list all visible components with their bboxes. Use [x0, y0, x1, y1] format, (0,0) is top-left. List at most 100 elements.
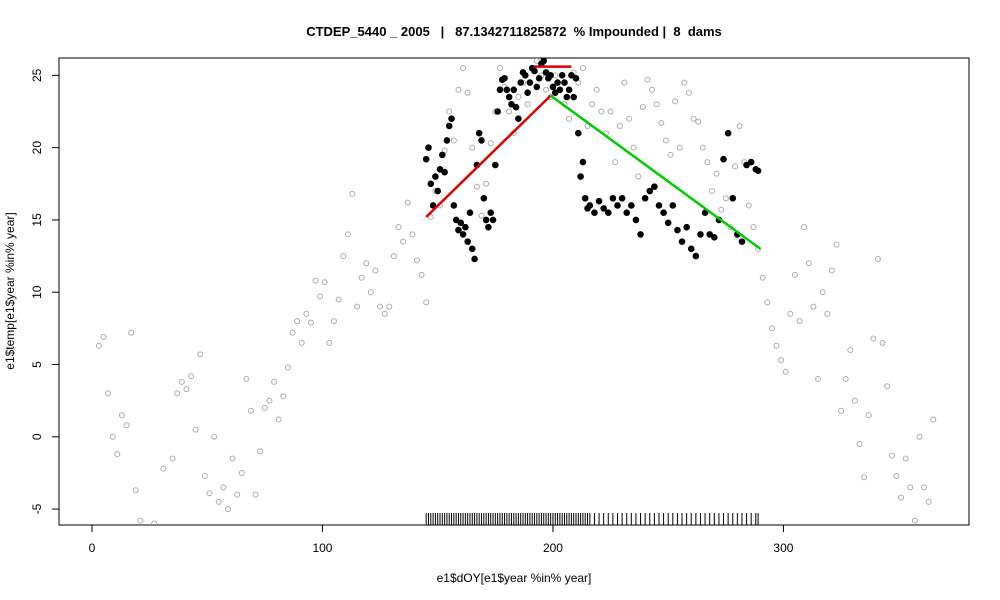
- open-point: [349, 190, 356, 197]
- filled-point: [646, 187, 654, 195]
- filled-point: [565, 86, 573, 94]
- open-point: [423, 299, 430, 306]
- filled-point: [586, 202, 594, 209]
- plot-area: [95, 58, 937, 525]
- open-point: [294, 318, 301, 325]
- open-point: [902, 455, 909, 462]
- filled-point: [448, 115, 455, 123]
- open-point: [372, 267, 379, 274]
- open-point: [211, 433, 218, 440]
- open-point: [773, 342, 780, 349]
- open-point: [911, 517, 918, 524]
- x-tick-label: 100: [312, 541, 332, 555]
- filled-point: [568, 72, 575, 79]
- open-point: [354, 303, 361, 310]
- y-tick-label: 10: [30, 285, 44, 299]
- open-point: [450, 137, 457, 144]
- open-point: [838, 407, 845, 414]
- open-point: [865, 412, 872, 419]
- open-point: [326, 339, 333, 346]
- filled-point: [697, 231, 704, 238]
- open-point: [768, 325, 775, 332]
- filled-point: [425, 144, 432, 151]
- filled-point: [485, 223, 492, 231]
- filled-point: [455, 226, 462, 234]
- open-point: [699, 144, 706, 151]
- open-point: [676, 144, 683, 151]
- open-point: [413, 257, 420, 264]
- filled-point: [505, 93, 513, 101]
- open-point: [284, 364, 291, 371]
- filled-point: [637, 231, 644, 238]
- y-tick-label: 5: [30, 361, 44, 368]
- open-point: [621, 79, 628, 86]
- open-point: [487, 140, 494, 147]
- open-point: [95, 342, 102, 349]
- open-point: [363, 260, 370, 267]
- open-point: [861, 474, 868, 481]
- filled-point: [551, 89, 559, 96]
- open-point: [427, 214, 434, 221]
- open-point: [921, 484, 928, 491]
- filled-point: [432, 173, 439, 180]
- open-point: [888, 452, 895, 459]
- open-point: [395, 224, 402, 231]
- open-point: [151, 520, 158, 525]
- open-point: [358, 274, 365, 281]
- fit-line: [425, 94, 552, 218]
- open-point: [201, 472, 208, 479]
- open-point: [307, 319, 314, 326]
- open-point: [828, 267, 835, 274]
- open-point: [390, 253, 397, 260]
- filled-point: [641, 194, 649, 202]
- open-point: [787, 310, 794, 317]
- open-point: [695, 118, 702, 125]
- filled-point: [489, 216, 497, 224]
- filled-point: [471, 255, 478, 263]
- filled-point: [480, 194, 488, 202]
- open-point: [533, 58, 540, 64]
- open-point: [708, 188, 715, 195]
- filled-point: [687, 245, 695, 253]
- open-point: [289, 329, 296, 336]
- filled-point: [570, 93, 577, 101]
- filled-point: [669, 202, 677, 209]
- open-point: [248, 407, 255, 414]
- open-point: [303, 310, 310, 317]
- filled-point: [441, 168, 448, 176]
- filled-point: [466, 209, 474, 217]
- filled-point: [614, 202, 621, 209]
- filled-point: [464, 238, 471, 245]
- open-point: [566, 115, 573, 122]
- open-point: [377, 303, 384, 310]
- open-point: [874, 255, 881, 262]
- open-point: [649, 86, 656, 93]
- filled-point: [563, 93, 571, 101]
- filled-point: [452, 216, 460, 224]
- open-point: [183, 386, 190, 393]
- filled-point: [526, 79, 534, 86]
- open-point: [879, 339, 886, 346]
- filled-point: [683, 223, 690, 231]
- filled-point: [720, 155, 727, 163]
- open-point: [317, 293, 324, 300]
- filled-point: [604, 209, 612, 217]
- open-point: [796, 318, 803, 325]
- filled-point: [575, 129, 582, 137]
- filled-point: [743, 161, 750, 169]
- filled-point: [517, 79, 524, 86]
- open-point: [404, 199, 411, 206]
- open-point: [893, 472, 900, 479]
- filled-point: [554, 79, 561, 86]
- open-point: [819, 289, 826, 296]
- open-point: [446, 108, 453, 115]
- filled-point: [533, 83, 541, 91]
- filled-point: [535, 74, 543, 82]
- filled-point: [664, 219, 672, 227]
- open-point: [206, 490, 213, 497]
- open-point: [132, 487, 139, 494]
- open-point: [750, 224, 757, 231]
- open-point: [496, 65, 503, 72]
- filled-point: [651, 183, 658, 190]
- open-point: [506, 108, 513, 115]
